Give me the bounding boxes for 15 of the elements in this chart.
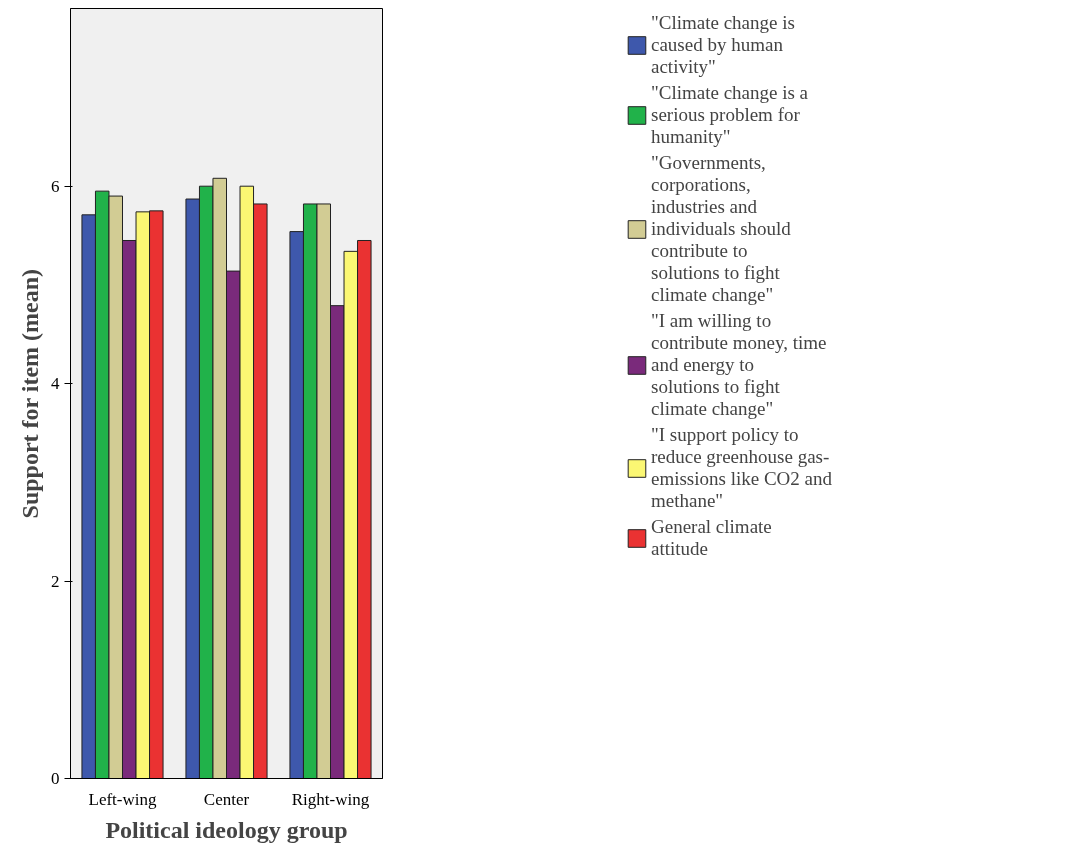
y-tick-label: 0 [51,769,60,788]
legend-label: "Governments, corporations, industries and individuals should contribute to solutions to fight climate change" [650,152,791,306]
y-tick-label: 6 [51,176,60,196]
x-tick-label: Left-wing [88,789,157,809]
legend-label: "Climate change is a serious problem for humanity" [650,82,809,148]
legend-label: "Climate change is caused by human activity" [650,12,795,78]
legend-label: General climate attitude [650,516,772,560]
y-tick-label: 4 [51,374,60,394]
legend-label: "I am willing to contribute money, time and energy to solutions to fight climate change" [650,310,827,420]
x-tick-label: Right-wing [291,789,370,809]
x-axis-title: Political ideology group [105,816,348,843]
legend-label: "I support policy to reduce greenhouse gas-emissions like CO2 and methane" [650,424,833,512]
y-axis-title: Support for item (mean) [17,268,43,519]
y-tick-label: 2 [51,571,60,591]
x-tick-label: Center [203,789,250,809]
